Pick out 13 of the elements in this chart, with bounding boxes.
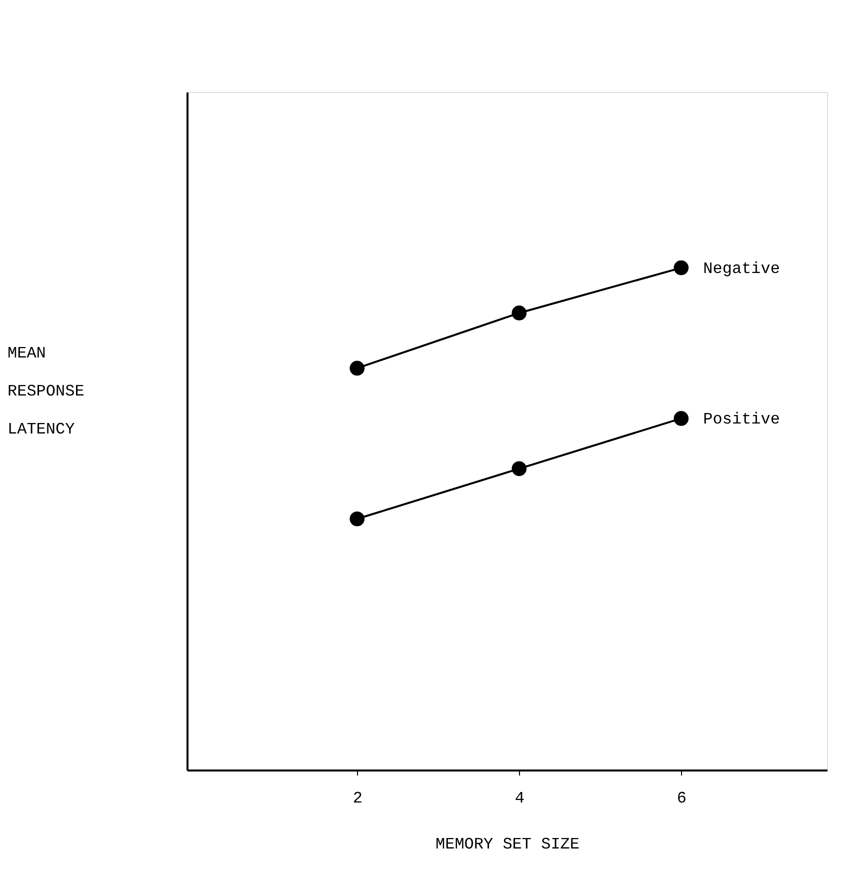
x-tick-label: 6 (676, 790, 686, 808)
series-label: Positive (703, 410, 780, 428)
x-tick-label: 4 (514, 790, 524, 808)
point (512, 306, 527, 320)
point (674, 260, 689, 276)
point (674, 411, 689, 426)
text: MEAN RESPONSE LATENCY (8, 344, 84, 438)
point (512, 461, 527, 476)
point (350, 511, 365, 526)
x-tick-label: 2 (352, 790, 362, 808)
x-axis-title: MEMORY SET SIZE (435, 836, 580, 854)
series-label: Negative (703, 260, 780, 278)
point (350, 360, 365, 376)
